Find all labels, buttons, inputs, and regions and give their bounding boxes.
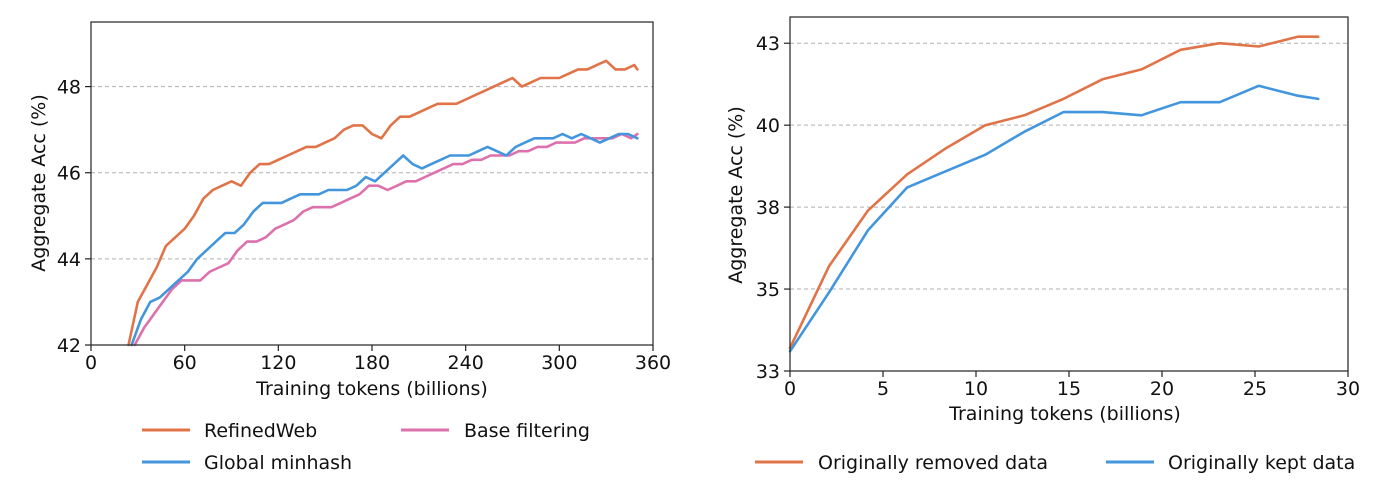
chart1-y-tick-label: 38 [756, 197, 780, 219]
chart1-series-line-0 [788, 35, 1320, 350]
chart1-y-tick-label: 35 [756, 279, 780, 301]
chart1-x-tick-label: 15 [1057, 378, 1081, 400]
chart0-x-tick-label: 60 [173, 352, 197, 374]
chart0-x-tick-label: 240 [448, 352, 484, 374]
chart0-frame [90, 21, 654, 346]
chart1-y-tick-label: 43 [756, 33, 780, 55]
chart0-y-tick-label: 48 [57, 77, 81, 99]
chart1-series-line-1 [788, 84, 1320, 353]
chart0-x-tick-label: 360 [635, 352, 671, 374]
legend-label-base-filtering: Base filtering [464, 420, 590, 442]
chart1-x-tick-label: 5 [877, 378, 889, 400]
chart1-y-tick-label: 40 [756, 115, 780, 137]
left-x-axis-label: Training tokens (billions) [255, 378, 488, 400]
chart1-x-tick-label: 10 [964, 378, 988, 400]
chart-right: Training tokens (billions) Aggregate Acc… [725, 16, 1360, 425]
chart-left: Training tokens (billions) Aggregate Acc… [28, 21, 671, 400]
legend-label-originally-kept: Originally kept data [1168, 452, 1355, 474]
chart0-y-tick-label: 46 [57, 163, 81, 185]
chart1-x-tick-label: 0 [784, 378, 796, 400]
chart0-series-line-1 [133, 132, 639, 347]
chart1-frame [789, 16, 1349, 372]
legend-label-refinedweb: RefinedWeb [204, 420, 317, 442]
legend-right: Originally removed data Originally kept … [755, 452, 1355, 474]
chart0-y-tick-label: 44 [57, 249, 81, 271]
right-y-axis-label: Aggregate Acc (%) [725, 106, 747, 284]
chart1-x-tick-label: 25 [1243, 378, 1267, 400]
right-x-axis-label: Training tokens (billions) [948, 403, 1181, 425]
chart0-x-tick-label: 180 [354, 352, 390, 374]
chart1-y-tick-label: 33 [756, 361, 780, 383]
chart0-x-tick-label: 300 [541, 352, 577, 374]
legend-label-global-minhash: Global minhash [204, 452, 352, 474]
chart1-x-tick-label: 30 [1336, 378, 1360, 400]
legend-left: RefinedWeb Base filtering Global minhash [142, 420, 590, 474]
legend-label-originally-removed: Originally removed data [818, 452, 1048, 474]
chart0-x-tick-label: 0 [85, 352, 97, 374]
chart0-x-tick-label: 120 [260, 352, 296, 374]
chart0-series-line-0 [127, 59, 639, 347]
left-y-axis-label: Aggregate Acc (%) [28, 94, 50, 272]
chart0-y-tick-label: 42 [57, 335, 81, 357]
chart1-x-tick-label: 20 [1150, 378, 1174, 400]
chart0-series-line-2 [130, 132, 639, 347]
